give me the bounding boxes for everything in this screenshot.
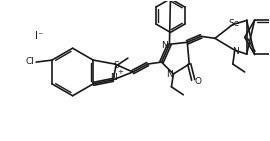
Text: S: S — [113, 60, 119, 70]
Text: I⁻: I⁻ — [35, 31, 43, 41]
Text: +: + — [117, 69, 123, 75]
Text: Cl: Cl — [26, 57, 35, 66]
Text: Se: Se — [228, 19, 239, 28]
Text: N: N — [232, 47, 239, 56]
Text: O: O — [195, 77, 202, 86]
Text: N: N — [110, 73, 116, 82]
Text: N: N — [161, 41, 168, 50]
Text: N: N — [166, 70, 173, 80]
